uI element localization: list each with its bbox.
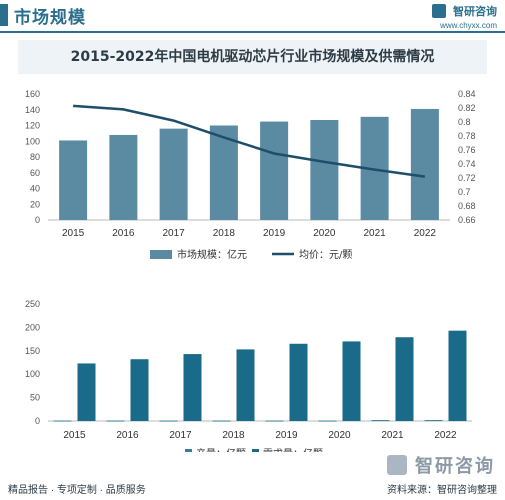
bar-demand <box>130 359 149 421</box>
y-right-tick-label: 0.66 <box>458 215 476 225</box>
bar-production <box>212 420 231 422</box>
brand-logo-icon <box>431 3 446 18</box>
bar-demand <box>342 341 361 421</box>
bar-production <box>159 420 178 422</box>
x-tick-label: 2018 <box>222 430 245 441</box>
bar-demand <box>77 363 96 421</box>
bar-production <box>106 420 125 422</box>
bar-market-size <box>59 140 88 220</box>
bar-demand <box>183 354 202 421</box>
legend-label-average-price: 均价：元/颗 <box>299 249 352 261</box>
y-left-tick-label: 20 <box>30 199 40 209</box>
x-tick-label: 2016 <box>116 430 139 441</box>
bar-market-size <box>109 134 138 220</box>
x-tick-label: 2017 <box>163 228 186 239</box>
y-left-tick-label: 0 <box>35 215 40 225</box>
footer-slogan: 精品报告 · 专项定制 · 品质服务 <box>8 485 146 496</box>
y-right-tick-label: 0.72 <box>458 173 476 183</box>
y-right-tick-label: 0.76 <box>458 145 476 155</box>
y-left-tick-label: 40 <box>30 184 40 194</box>
bar-market-size <box>159 128 188 220</box>
footer-logo-icon <box>386 455 407 475</box>
x-tick-label: 2020 <box>313 228 336 239</box>
bar-production <box>424 420 443 422</box>
market-size-chart: 0 20 40 60 80 100 120 140 160 0.66 0.68 0.7 0.72 0.74… <box>25 89 476 261</box>
y-left-tick-label: 60 <box>30 168 40 178</box>
y-left-tick-label: 80 <box>30 152 40 162</box>
brand-name: 智研咨询 <box>453 5 497 18</box>
bar-production <box>265 420 284 422</box>
y-left-tick-label: 120 <box>25 121 40 131</box>
x-tick-label: 2021 <box>364 228 387 239</box>
y-tick-label: 100 <box>25 369 40 379</box>
y-tick-label: 150 <box>25 346 40 356</box>
y-left-tick-label: 140 <box>25 105 40 115</box>
header-divider <box>0 31 505 33</box>
footer-brand: 智研咨询 <box>386 452 495 478</box>
bar-demand <box>289 343 308 421</box>
x-tick-label: 2022 <box>414 228 437 239</box>
bar-production <box>371 420 390 422</box>
legend-label-market-size: 市场规模：亿元 <box>177 248 247 261</box>
bar-production <box>53 420 72 422</box>
x-tick-label: 2021 <box>381 430 404 441</box>
y-left-tick-label: 160 <box>25 89 40 99</box>
y-right-tick-label: 0.82 <box>458 103 476 113</box>
y-tick-label: 50 <box>30 393 40 403</box>
y-tick-label: 200 <box>25 322 40 332</box>
y-right-tick-label: 0.84 <box>458 89 476 99</box>
supply-demand-chart: 0 50 100 150 200 250 2015 2016 2017 2018 2019 2020 2… <box>25 299 472 460</box>
bar-market-size <box>260 121 289 220</box>
bar-demand <box>236 349 255 421</box>
y-tick-label: 250 <box>25 299 40 309</box>
y-right-tick-label: 0.68 <box>458 201 476 211</box>
footer-brand-name: 智研咨询 <box>415 456 495 476</box>
line-average-price <box>73 104 426 178</box>
y-right-tick-label: 0.8 <box>458 117 471 127</box>
header-accent <box>0 4 8 26</box>
page-title: 市场规模 <box>14 8 86 27</box>
header: 市场规模 智研咨询 www.chyxx.com <box>0 0 505 36</box>
chart-title-bar: 2015-2022年中国电机驱动芯片行业市场规模及供需情况 <box>18 40 487 74</box>
bar-market-size <box>310 119 339 220</box>
brand: 智研咨询 www.chyxx.com <box>431 2 497 30</box>
x-tick-label: 2015 <box>63 430 86 441</box>
bar-market-size <box>410 108 439 220</box>
y-right-tick-label: 0.78 <box>458 131 476 141</box>
footer-source: 资料来源：智研咨询整理 <box>387 485 497 496</box>
x-tick-label: 2016 <box>112 228 135 239</box>
brand-url: www.chyxx.com <box>440 21 497 30</box>
y-tick-label: 0 <box>35 416 40 426</box>
x-tick-label: 2017 <box>169 430 192 441</box>
x-tick-label: 2015 <box>62 228 85 239</box>
y-right-tick-label: 0.7 <box>458 187 471 197</box>
x-tick-label: 2018 <box>213 228 236 239</box>
legend-swatch-market-size <box>150 250 172 259</box>
x-tick-label: 2019 <box>275 430 298 441</box>
y-left-tick-label: 100 <box>25 136 40 146</box>
bar-demand <box>395 337 414 421</box>
bar-demand <box>448 330 467 421</box>
bar-production <box>318 420 337 422</box>
x-tick-label: 2022 <box>434 430 457 441</box>
x-tick-label: 2020 <box>328 430 351 441</box>
y-right-tick-label: 0.74 <box>458 159 476 169</box>
footer: 智研咨询 精品报告 · 专项定制 · 品质服务 资料来源：智研咨询整理 <box>0 452 505 500</box>
x-tick-label: 2019 <box>263 228 286 239</box>
chart-title: 2015-2022年中国电机驱动芯片行业市场规模及供需情况 <box>70 49 435 65</box>
